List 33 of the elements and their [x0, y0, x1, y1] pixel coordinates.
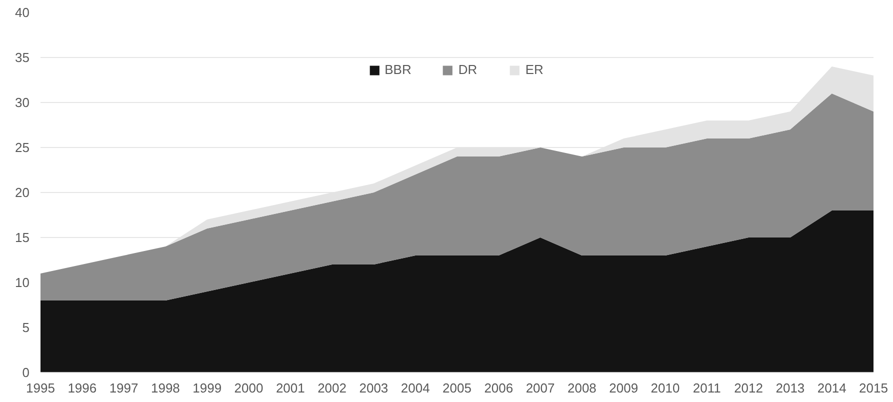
legend-label: ER [525, 62, 544, 77]
x-tick-label: 2008 [567, 380, 596, 396]
x-tick-label: 2004 [400, 380, 430, 396]
legend-label: BBR [384, 62, 412, 77]
x-tick-label: 2010 [650, 380, 680, 396]
x-tick-label: 2012 [734, 380, 764, 396]
x-tick-label: 1999 [192, 380, 222, 396]
y-tick-label: 35 [15, 50, 30, 65]
x-tick-label: 2006 [484, 380, 514, 396]
x-tick-label: 2013 [776, 380, 805, 396]
y-tick-label: 20 [15, 185, 30, 200]
y-tick-label: 10 [15, 275, 30, 290]
y-tick-label: 25 [15, 140, 30, 155]
x-tick-label: 2009 [609, 380, 638, 396]
x-tick-label: 2002 [318, 380, 347, 396]
x-tick-label: 2015 [859, 380, 888, 396]
x-tick-label: 1997 [109, 380, 138, 396]
x-tick-label: 2003 [359, 380, 388, 396]
y-tick-label: 15 [15, 230, 30, 245]
y-tick-label: 5 [22, 320, 30, 335]
x-tick-label: 1996 [68, 380, 97, 396]
x-tick-label: 1998 [150, 380, 180, 396]
y-tick-label: 30 [15, 95, 30, 110]
x-tick-label: 2014 [817, 380, 846, 396]
x-tick-label: 2005 [442, 380, 472, 396]
x-tick-label: 2001 [276, 380, 305, 396]
legend-label: DR [458, 62, 478, 77]
y-tick-label: 40 [15, 5, 30, 20]
y-tick-label: 0 [22, 365, 30, 380]
x-tick-label: 1995 [26, 380, 55, 396]
x-tick-label: 2011 [692, 380, 721, 396]
x-tick-label: 2000 [234, 380, 264, 396]
x-tick-label: 2007 [526, 380, 555, 396]
